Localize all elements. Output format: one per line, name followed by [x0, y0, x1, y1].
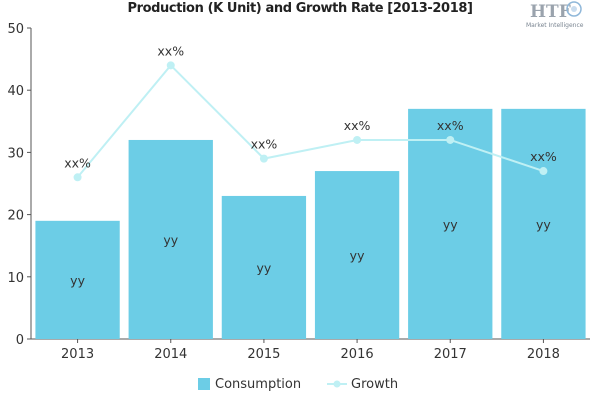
growth-data-label: xx% — [530, 149, 557, 164]
bar-2015 — [221, 195, 307, 339]
bar-2013 — [35, 220, 120, 339]
legend-swatch-consumption — [198, 378, 210, 390]
growth-data-label: xx% — [64, 155, 91, 170]
y-tick-label: 10 — [7, 271, 24, 286]
x-tick-label: 2017 — [434, 347, 467, 362]
legend-marker-growth — [333, 380, 341, 388]
chart-title: Production (K Unit) and Growth Rate [201… — [127, 1, 473, 16]
y-tick-label: 40 — [7, 84, 24, 99]
growth-data-label: xx% — [437, 118, 464, 133]
y-tick-label: 30 — [7, 146, 24, 161]
legend-label-growth: Growth — [351, 377, 398, 392]
bar-2016 — [314, 171, 400, 339]
x-tick-label: 2015 — [247, 347, 280, 362]
bar-series-consumption — [35, 108, 586, 339]
bar-data-label: yy — [350, 248, 365, 263]
bar-data-label: yy — [163, 232, 178, 247]
growth-point-2015 — [259, 154, 268, 163]
y-tick-label: 20 — [7, 209, 24, 224]
bar-data-label: yy — [536, 217, 551, 232]
growth-point-2013 — [73, 173, 82, 182]
y-tick-label: 0 — [16, 333, 24, 348]
x-tick-label: 2014 — [154, 347, 187, 362]
x-axis: 2013 2014 2015 2016 2017 2018 — [31, 338, 590, 362]
legend-label-consumption: Consumption — [215, 377, 301, 392]
bar-data-label: yy — [70, 273, 85, 288]
x-tick-label: 2013 — [61, 347, 94, 362]
legend: Consumption Growth — [198, 377, 398, 392]
svg-text:HTF: HTF — [530, 2, 571, 22]
bar-2014 — [128, 139, 213, 339]
bar-data-label: yy — [257, 260, 272, 275]
x-tick-label: 2016 — [341, 347, 374, 362]
data-labels: yy yy yy yy yy yy xx% xx% xx% xx% xx% xx% — [64, 43, 557, 288]
htf-logo: HTF Market Intelligence — [512, 0, 587, 30]
growth-data-label: xx% — [157, 43, 184, 58]
bar-2018 — [501, 108, 586, 339]
growth-point-2017 — [446, 135, 455, 144]
y-tick-label: 50 — [7, 22, 24, 37]
bar-data-label: yy — [443, 217, 458, 232]
growth-point-2014 — [166, 61, 175, 70]
growth-point-2018 — [539, 167, 548, 176]
bar-2017 — [408, 108, 493, 339]
line-series-growth — [73, 61, 548, 182]
growth-data-label: xx% — [344, 118, 371, 133]
growth-line — [76, 63, 544, 178]
y-axis: 0 10 20 30 40 50 — [7, 22, 32, 348]
x-tick-label: 2018 — [527, 347, 560, 362]
svg-text:Market Intelligence: Market Intelligence — [526, 22, 584, 29]
growth-point-2016 — [353, 135, 362, 144]
growth-data-label: xx% — [251, 137, 278, 152]
